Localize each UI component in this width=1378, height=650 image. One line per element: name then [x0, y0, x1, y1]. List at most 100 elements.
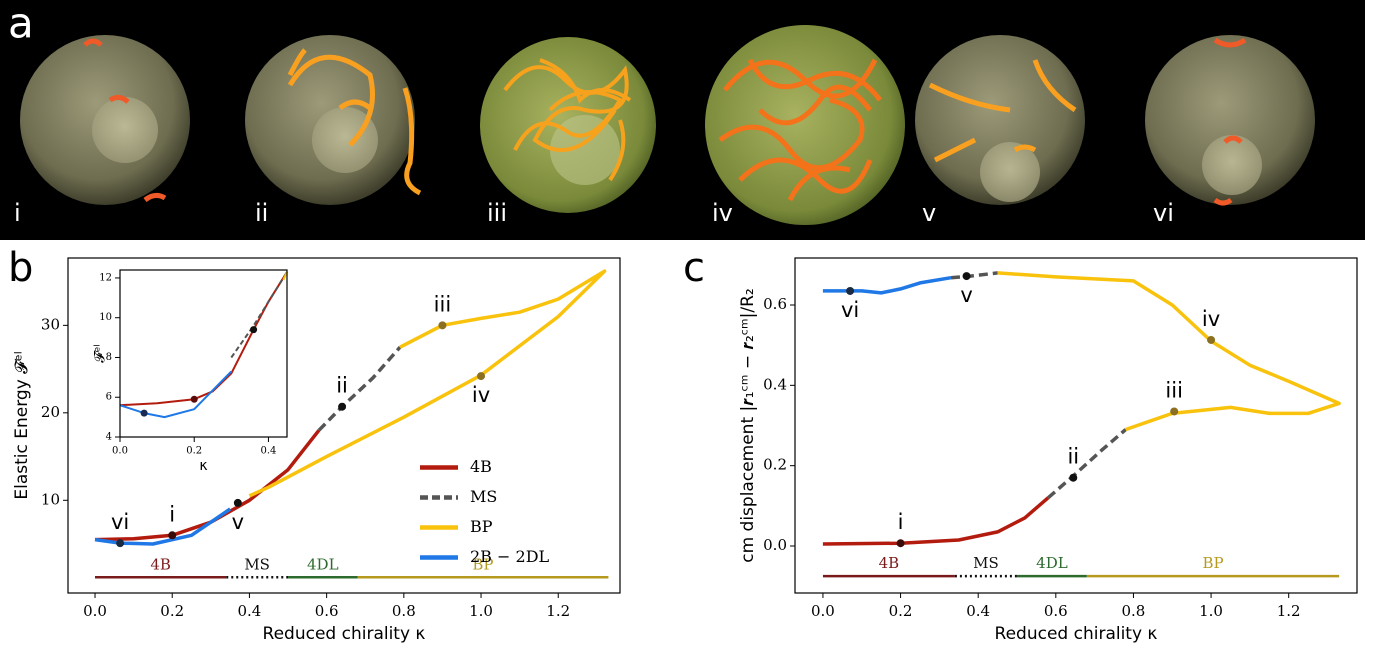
- marker: [846, 286, 855, 295]
- image-label: iv: [712, 199, 733, 227]
- phase-label: MS: [244, 555, 270, 573]
- x-tick-label: 0.4: [260, 446, 276, 457]
- y-tick-label: 8: [106, 352, 112, 363]
- x-tick-label: 0.6: [1044, 602, 1068, 620]
- inner-sphere: [92, 97, 158, 163]
- annotation: v: [960, 283, 972, 307]
- inner-sphere: [980, 142, 1040, 202]
- axes-frame: [67, 257, 621, 594]
- marker: [250, 326, 258, 334]
- inner-sphere: [1202, 135, 1262, 195]
- x-tick-label: 1.2: [546, 602, 570, 620]
- series-line: [822, 496, 1050, 546]
- annotation: iv: [1202, 307, 1220, 331]
- phase-label: 4DL: [1036, 554, 1068, 572]
- panel-label: b: [8, 245, 33, 291]
- y-tick-label: 20: [41, 403, 60, 421]
- series-line: [822, 275, 952, 295]
- defect: [287, 48, 422, 196]
- series-line: [997, 271, 1341, 432]
- marker: [438, 321, 447, 330]
- phase-label: MS: [973, 554, 999, 572]
- y-tick-label: 0.0: [763, 536, 787, 554]
- annotation: vi: [111, 510, 129, 534]
- marker: [140, 409, 148, 417]
- defect: [503, 58, 632, 182]
- phase-label: 4DL: [307, 555, 339, 573]
- chart: 0.0 0.2 0.4 0.6 0.8 1.0 1.2 10 20 30 Reduced chira…: [8, 245, 621, 644]
- series-line: [119, 271, 288, 407]
- x-tick-label: 0.0: [112, 446, 128, 457]
- sphere: [1145, 35, 1315, 205]
- annotation: ii: [336, 374, 348, 398]
- series-line: [248, 269, 607, 498]
- marker: [896, 539, 905, 548]
- marker: [168, 531, 177, 540]
- image-background: [0, 0, 1365, 240]
- x-axis-label: κ: [199, 458, 207, 474]
- panel-label: c: [683, 245, 705, 291]
- defect: [1213, 37, 1247, 206]
- x-axis-label: Reduced chirality κ: [995, 624, 1158, 644]
- image-label: vi: [1153, 199, 1174, 227]
- annotation: ii: [1067, 445, 1079, 469]
- annotation: iii: [434, 292, 452, 316]
- marker: [190, 395, 198, 403]
- x-tick-label: 0.0: [83, 602, 107, 620]
- image-label: ii: [255, 199, 268, 227]
- image-label: i: [14, 199, 21, 227]
- chart: 0.0 0.2 0.4 4 6 8 10 12 κ 𝓕ᵉˡ: [92, 269, 288, 474]
- annotation: i: [169, 502, 175, 526]
- x-tick-label: 0.0: [811, 602, 835, 620]
- y-tick-label: 12: [99, 272, 112, 283]
- legend-label: 4B: [470, 457, 492, 476]
- series-line: [282, 271, 288, 281]
- axes-frame: [119, 269, 288, 438]
- phase-label: 4B: [150, 555, 171, 573]
- series-line: [230, 271, 288, 359]
- phase-label: BP: [472, 555, 493, 573]
- defect: [928, 59, 1077, 163]
- marker: [233, 498, 242, 507]
- marker: [1069, 473, 1078, 482]
- plot-area: [795, 258, 1357, 593]
- y-tick-label: 10: [41, 490, 60, 508]
- annotation: i: [898, 510, 904, 534]
- legend-label: 2B − 2DL: [470, 547, 550, 566]
- marker: [1207, 335, 1216, 344]
- marker: [338, 402, 347, 411]
- y-tick-label: 30: [41, 315, 60, 333]
- annotation: iv: [472, 383, 490, 407]
- y-tick-label: 10: [99, 312, 112, 323]
- y-axis-label: Elastic Energy 𝓕ᵉˡ: [12, 351, 32, 499]
- y-tick-label: 0.4: [763, 375, 787, 393]
- x-tick-label: 0.2: [186, 446, 202, 457]
- sphere: [705, 25, 905, 225]
- defect: [718, 58, 882, 202]
- x-tick-label: 0.2: [160, 602, 184, 620]
- axes-frame: [794, 257, 1358, 594]
- annotation: iii: [1165, 378, 1183, 402]
- inner-sphere: [312, 107, 378, 173]
- defect: [83, 38, 167, 203]
- plot-area: [120, 270, 287, 437]
- y-tick-label: 4: [106, 432, 112, 443]
- chart: 0.0 0.2 0.4 0.6 0.8 1.0 1.2 0.0 0.2 0.4 0.6 Reduced…: [683, 245, 1358, 644]
- phase-label: 4B: [879, 554, 900, 572]
- y-tick-label: 6: [106, 392, 112, 403]
- x-tick-label: 0.6: [315, 602, 339, 620]
- x-axis-label: Reduced chirality κ: [263, 624, 426, 644]
- panel-label: a: [8, 0, 34, 48]
- series-line: [317, 346, 402, 432]
- marker: [477, 372, 486, 381]
- annotation: vi: [841, 298, 859, 322]
- annotation: v: [232, 510, 244, 534]
- y-tick-label: 0.2: [763, 456, 787, 474]
- x-tick-label: 0.8: [1122, 602, 1146, 620]
- series-line: [94, 507, 232, 546]
- marker: [116, 539, 125, 548]
- panel-a: a: [0, 0, 1365, 240]
- x-tick-label: 0.4: [966, 602, 990, 620]
- marker: [962, 272, 971, 281]
